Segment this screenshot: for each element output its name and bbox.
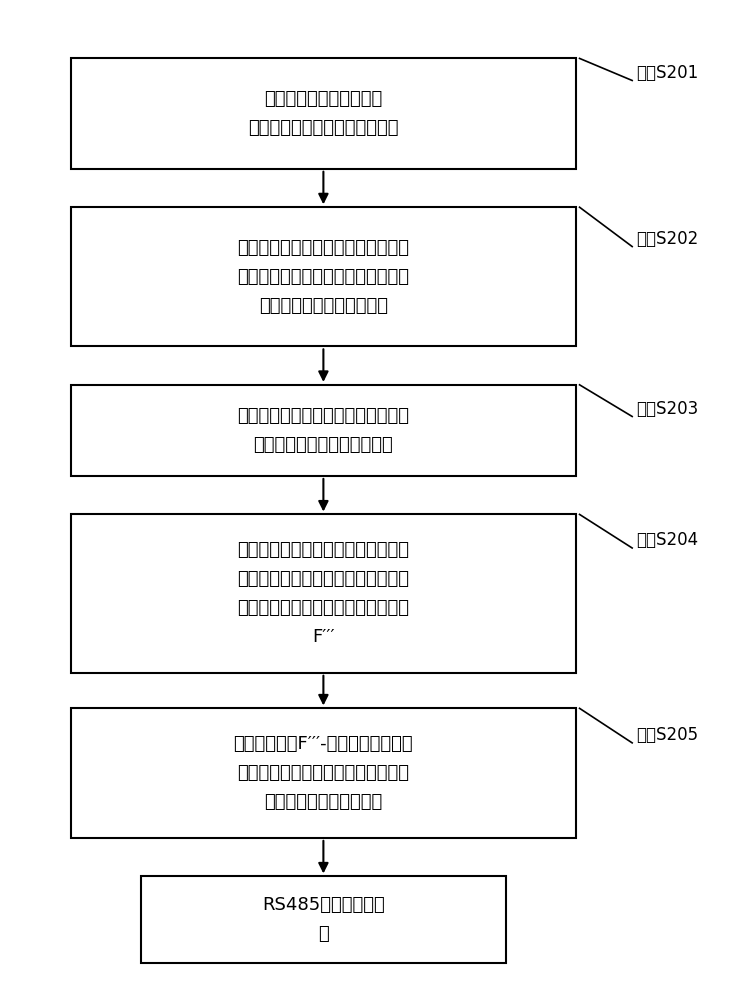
Text: 和次大値分别对应的发射频率: 和次大値分别对应的发射频率: [254, 436, 393, 454]
Text: 步骤S203: 步骤S203: [636, 400, 698, 418]
Text: 根据谐振频率F′′′-温度关系计算温度: 根据谐振频率F′′′-温度关系计算温度: [234, 735, 413, 753]
Text: 采用闭环控制算法控制发射芯片发射: 采用闭环控制算法控制发射芯片发射: [238, 541, 409, 559]
Text: RS485总线上传传感: RS485总线上传传感: [262, 896, 385, 914]
Bar: [71, 385, 576, 476]
Bar: [71, 58, 576, 169]
Text: 设备准备，启动初始化，: 设备准备，启动初始化，: [265, 90, 382, 108]
Text: 步骤S201: 步骤S201: [636, 64, 698, 82]
Bar: [71, 207, 576, 346]
Bar: [71, 514, 576, 673]
Text: 步骤S205: 步骤S205: [636, 726, 698, 744]
Text: 波传感器全频带的返回功率: 波传感器全频带的返回功率: [259, 297, 388, 315]
Text: 计算所有扫频返回功率，求出最大値: 计算所有扫频返回功率，求出最大値: [238, 407, 409, 425]
Text: 値: 値: [318, 925, 329, 943]
Text: 步骤S202: 步骤S202: [636, 230, 698, 248]
Text: 大値，获取该最大値对应的发射频率: 大値，获取该最大値对应的发射频率: [238, 599, 409, 617]
Text: 频率，使得返回功率値满足所需的最: 频率，使得返回功率値满足所需的最: [238, 570, 409, 588]
Text: 读写器控制发射芯片发射电磁波: 读写器控制发射芯片发射电磁波: [248, 119, 398, 137]
Text: 持续发射电磁波，并在每次发射之后: 持续发射电磁波，并在每次发射之后: [238, 239, 409, 257]
Text: F′′′: F′′′: [312, 628, 335, 646]
Text: 号强度、环境温度等信息: 号强度、环境温度等信息: [265, 793, 382, 811]
Text: 步骤S204: 步骤S204: [636, 531, 698, 549]
Bar: [71, 708, 576, 838]
Text: 接收返回功率，直至获取所述声表面: 接收返回功率，直至获取所述声表面: [238, 268, 409, 286]
Bar: [141, 876, 506, 963]
Text: 値，存储当前谐振频率，计算返回信: 値，存储当前谐振频率，计算返回信: [238, 764, 409, 782]
